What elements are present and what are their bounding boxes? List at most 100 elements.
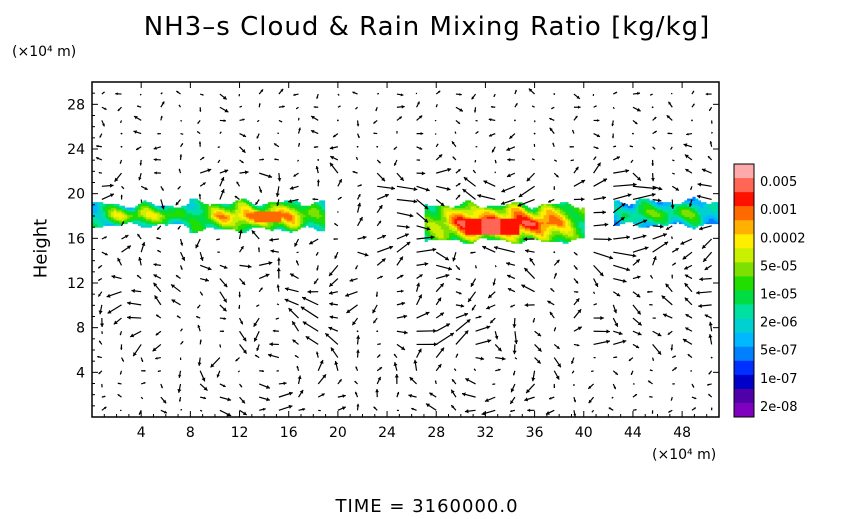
wind-vector-head xyxy=(648,380,651,384)
cloud-cell xyxy=(505,237,510,241)
wind-vector xyxy=(612,202,626,214)
cloud-cell xyxy=(511,237,515,241)
cloud-cell xyxy=(94,218,98,221)
wind-vector xyxy=(302,321,319,332)
wind-vector xyxy=(667,330,673,336)
cloud-cell xyxy=(492,214,496,217)
wind-vector xyxy=(354,380,358,385)
wind-vector-head xyxy=(217,161,220,163)
wind-vector xyxy=(435,90,441,95)
cloud-cell xyxy=(570,205,574,209)
cloud-cell xyxy=(557,237,561,241)
cloud-cell xyxy=(305,212,309,216)
cloud-cell xyxy=(221,207,226,210)
cloud-cell xyxy=(641,203,645,207)
cloud-cell xyxy=(546,232,550,235)
cloud-cell xyxy=(519,230,523,234)
wind-vector xyxy=(523,267,536,279)
cloud-cell xyxy=(238,200,242,203)
cloud-cell xyxy=(294,216,299,219)
cloud-cell xyxy=(687,214,691,217)
cloud-cell xyxy=(221,211,226,214)
cloud-cell xyxy=(508,203,512,207)
cloud-cell xyxy=(105,220,109,223)
cloud-cell xyxy=(183,209,188,212)
wind-vector-head xyxy=(330,155,335,160)
wind-vector-head xyxy=(436,104,438,106)
cloud-cell xyxy=(708,216,712,219)
cloud-cell xyxy=(438,227,442,230)
cloud-cell xyxy=(470,241,474,244)
cloud-cell xyxy=(127,220,131,223)
cloud-cell xyxy=(449,223,453,226)
wind-vector-head xyxy=(537,347,542,352)
cloud-cell xyxy=(516,203,520,207)
cloud-cell xyxy=(221,220,226,223)
cloud-cell xyxy=(132,218,136,221)
cloud-cell xyxy=(505,236,510,239)
wind-vector xyxy=(416,342,438,347)
cloud-cell xyxy=(557,214,561,217)
cloud-cell xyxy=(492,227,496,230)
cloud-cell xyxy=(235,212,239,216)
cloud-cell xyxy=(262,216,266,219)
cloud-cell xyxy=(140,225,144,228)
wind-vector-head xyxy=(684,154,689,159)
cloud-cell xyxy=(678,218,683,221)
cloud-cell xyxy=(305,211,309,214)
cloud-cell xyxy=(119,207,123,210)
cloud-cell xyxy=(708,218,712,221)
cloud-cell xyxy=(622,207,626,210)
cloud-cell xyxy=(311,220,315,223)
cloud-cell xyxy=(113,221,117,225)
wind-vector-head xyxy=(512,350,517,355)
cloud-cell xyxy=(254,214,258,217)
cloud-cell xyxy=(465,223,469,226)
wind-vector xyxy=(686,132,693,136)
cloud-cell xyxy=(440,211,445,214)
cloud-cell xyxy=(708,221,712,225)
cloud-cell xyxy=(543,205,547,209)
cloud-cell xyxy=(557,232,561,235)
cloud-cell xyxy=(462,212,466,216)
cloud-cell xyxy=(243,203,247,207)
cloud-cell xyxy=(535,220,539,223)
cloud-cell xyxy=(156,205,161,209)
cloud-cell xyxy=(270,203,274,207)
cloud-cell xyxy=(156,209,161,212)
wind-vector xyxy=(573,251,578,256)
cloud-cell xyxy=(484,232,488,235)
cloud-cell xyxy=(619,221,623,225)
cloud-cell xyxy=(162,218,166,221)
wind-vector xyxy=(356,335,361,345)
cloud-cell xyxy=(286,214,290,217)
cloud-cell xyxy=(662,214,666,217)
cloud-cell xyxy=(457,218,461,221)
cloud-cell xyxy=(262,203,266,207)
cloud-cell xyxy=(619,211,623,214)
cloud-cell xyxy=(657,221,661,225)
cloud-cell xyxy=(624,203,629,207)
cloud-cell xyxy=(248,211,253,214)
wind-vector-head xyxy=(357,194,361,197)
cloud-cell xyxy=(457,205,461,209)
wind-vector xyxy=(473,368,477,372)
wind-vector xyxy=(258,383,271,389)
cloud-cell xyxy=(673,205,677,209)
wind-vector xyxy=(101,193,115,201)
cloud-cell xyxy=(248,205,253,209)
cloud-cell xyxy=(665,212,669,216)
wind-vector-head xyxy=(372,309,377,314)
wind-vector xyxy=(493,245,516,253)
cloud-cell xyxy=(154,212,158,216)
cloud-cell xyxy=(105,205,109,209)
cloud-cell xyxy=(189,200,193,203)
cloud-cell xyxy=(432,228,436,232)
cloud-cell xyxy=(316,211,320,214)
cloud-cell xyxy=(129,212,134,216)
cloud-cell xyxy=(286,218,290,221)
wind-vector-head xyxy=(591,370,593,372)
wind-vector xyxy=(179,265,183,270)
cloud-cell xyxy=(294,209,299,212)
wind-vector xyxy=(521,284,535,293)
